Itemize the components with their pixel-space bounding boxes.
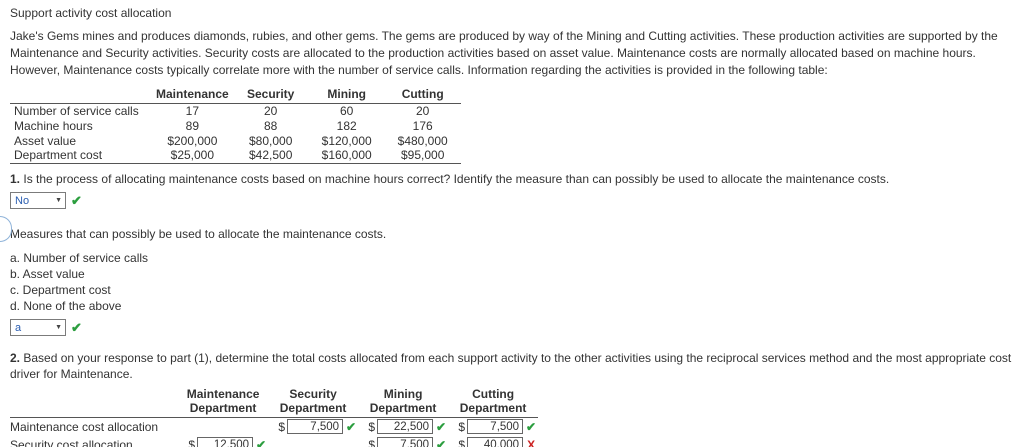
grade-mark-icon: ✔ xyxy=(526,419,537,434)
cell-value: $95,000 xyxy=(384,148,461,164)
grade-mark-icon: ✔ xyxy=(346,419,357,434)
table-row: Maintenance cost allocation $ 7,500 ✔ $ … xyxy=(10,417,538,436)
cell-value: 20 xyxy=(264,103,278,118)
allocation-cell xyxy=(268,436,358,447)
cell-value: 89 xyxy=(185,118,200,133)
q1-question: 1. Is the process of allocating maintena… xyxy=(10,171,1012,187)
row-label: Asset value xyxy=(14,133,77,148)
row-label: Department cost xyxy=(10,148,152,164)
grade-mark-icon: X xyxy=(527,437,536,447)
q1-option-value: a xyxy=(15,321,22,334)
col-header-mining-dept: Mining Department xyxy=(358,386,449,418)
allocation-input[interactable]: 7,500 xyxy=(287,419,344,434)
table-row: Security cost allocation $ 12,500 ✔ $ 7,… xyxy=(10,436,538,447)
option-b: b. Asset value xyxy=(10,266,85,281)
table-row: Asset value $200,000 $80,000 $120,000 $4… xyxy=(10,133,461,148)
col-header-maintenance: Maintenance xyxy=(152,86,233,104)
q1-option-answer-line: a ▼ ✔ xyxy=(10,318,1014,338)
cell-value: $42,500 xyxy=(232,148,309,164)
col-header-cutting: Cutting xyxy=(384,86,461,104)
allocation-cell: $ 12,500 ✔ xyxy=(178,436,268,447)
options-list: a. Number of service calls b. Asset valu… xyxy=(10,250,1014,314)
allocation-input[interactable]: 12,500 xyxy=(197,437,254,447)
cell-value: $200,000 xyxy=(167,133,218,148)
cell-value: 17 xyxy=(185,103,200,118)
dollar-sign: $ xyxy=(368,437,376,447)
measures-intro: Measures that can possibly be used to al… xyxy=(10,226,387,241)
option-c: c. Department cost xyxy=(10,282,111,297)
q1-answer-value: No xyxy=(15,194,30,207)
row-label: Number of service calls xyxy=(14,103,139,118)
chevron-down-icon: ▼ xyxy=(55,197,62,204)
table-row: Department cost $25,000 $42,500 $160,000… xyxy=(10,148,461,164)
page-title: Support activity cost allocation xyxy=(10,6,172,20)
row-label: Security cost allocation xyxy=(10,437,133,447)
allocation-input[interactable]: 40,000 xyxy=(467,437,524,447)
cell-value: $80,000 xyxy=(248,133,293,148)
option-d: d. None of the above xyxy=(10,298,122,313)
option-a: a. Number of service calls xyxy=(10,250,149,265)
allocation-table: Maintenance Department Security Departme… xyxy=(10,386,539,447)
grade-mark-icon: ✔ xyxy=(436,419,447,434)
grade-mark-icon: ✔ xyxy=(71,192,82,208)
allocation-cell: $ 40,000 X xyxy=(448,436,538,447)
col-header-blank xyxy=(10,386,179,418)
intro-paragraph: Jake's Gems mines and produces diamonds,… xyxy=(10,29,998,77)
allocation-cell: $ 7,500 ✔ xyxy=(448,417,538,436)
cell-value: $120,000 xyxy=(321,133,372,148)
col-header-cutting-dept: Cutting Department xyxy=(448,386,539,418)
dollar-sign: $ xyxy=(278,419,286,434)
cell-value: 60 xyxy=(340,103,354,118)
q1-answer-line: No ▼ ✔ xyxy=(10,191,1014,211)
allocation-cell xyxy=(178,417,268,436)
table-row: Number of service calls 17 20 60 20 xyxy=(10,103,461,118)
row-label: Machine hours xyxy=(14,118,93,133)
cell-value: $25,000 xyxy=(152,148,233,164)
cell-value: 182 xyxy=(336,118,357,133)
activities-table: Maintenance Security Mining Cutting Numb… xyxy=(10,86,461,164)
q1-text: Is the process of allocating maintenance… xyxy=(23,171,890,186)
q1-answer-select[interactable]: No ▼ xyxy=(10,192,66,209)
col-header-mining: Mining xyxy=(308,86,385,104)
dollar-sign: $ xyxy=(188,437,196,447)
q2-number: 2. xyxy=(10,350,21,365)
q1-number: 1. xyxy=(10,171,21,186)
cell-value: $160,000 xyxy=(308,148,385,164)
dollar-sign: $ xyxy=(458,419,466,434)
col-header-security-dept: Security Department xyxy=(268,386,359,418)
allocation-cell: $ 7,500 ✔ xyxy=(268,417,358,436)
table-row: Machine hours 89 88 182 176 xyxy=(10,118,461,133)
cell-value: 88 xyxy=(264,118,278,133)
cell-value: 20 xyxy=(416,103,430,118)
col-header-security: Security xyxy=(232,86,309,104)
grade-mark-icon: ✔ xyxy=(71,319,82,335)
col-header-maintenance-dept: Maintenance Department xyxy=(178,386,269,418)
cell-value: 176 xyxy=(412,118,433,133)
dollar-sign: $ xyxy=(368,419,376,434)
chevron-down-icon: ▼ xyxy=(55,324,62,331)
q1-option-select[interactable]: a ▼ xyxy=(10,319,66,336)
q2-question: 2. Based on your response to part (1), d… xyxy=(10,350,1012,382)
q2-text: Based on your response to part (1), dete… xyxy=(10,350,1012,381)
grade-mark-icon: ✔ xyxy=(256,437,267,447)
cell-value: $480,000 xyxy=(397,133,448,148)
allocation-cell: $ 22,500 ✔ xyxy=(358,417,448,436)
allocation-cell: $ 7,500 ✔ xyxy=(358,436,448,447)
grade-mark-icon: ✔ xyxy=(436,437,447,447)
allocation-input[interactable]: 22,500 xyxy=(377,419,434,434)
row-label: Maintenance cost allocation xyxy=(10,419,159,434)
col-header-blank xyxy=(10,86,152,104)
allocation-input[interactable]: 7,500 xyxy=(467,419,524,434)
dollar-sign: $ xyxy=(458,437,466,447)
allocation-input[interactable]: 7,500 xyxy=(377,437,434,447)
